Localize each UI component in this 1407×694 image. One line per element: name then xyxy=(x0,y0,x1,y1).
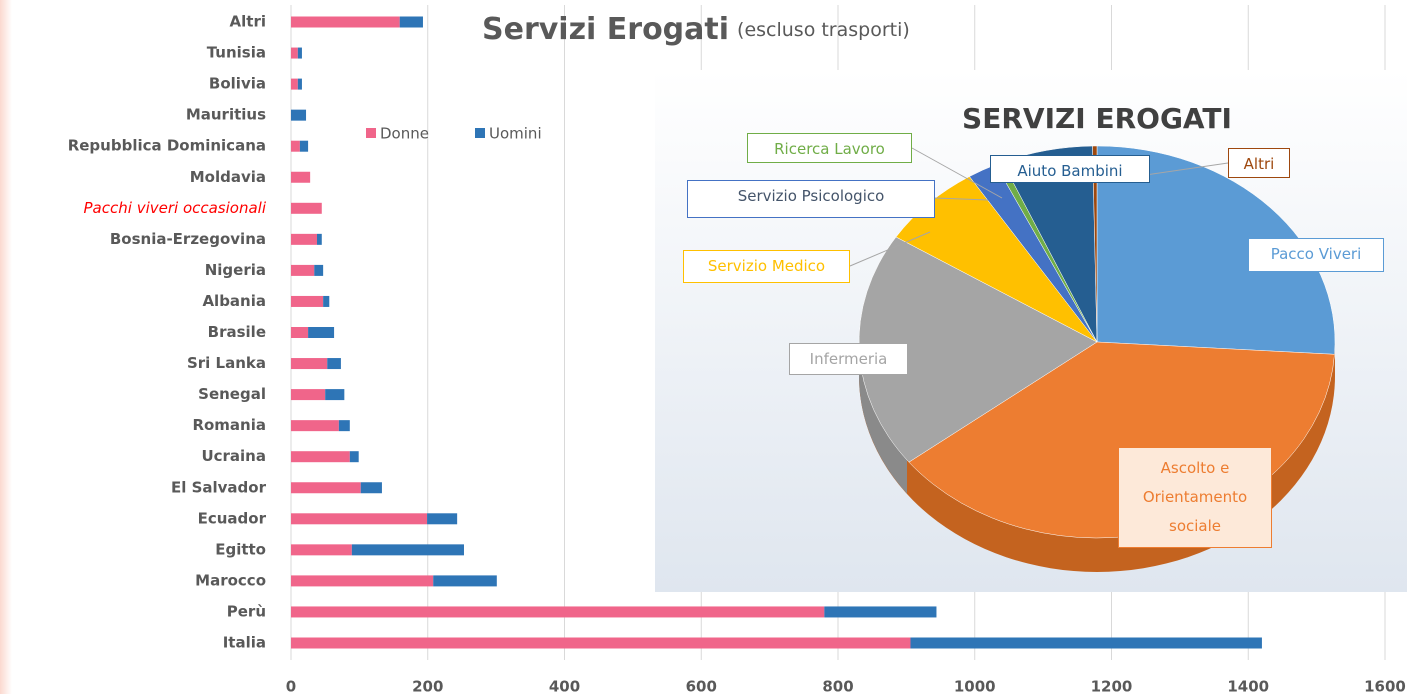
bar-segment xyxy=(291,202,322,214)
bar-segment xyxy=(291,140,300,152)
legend-label: Uomini xyxy=(489,125,542,143)
x-tick-label: 600 xyxy=(686,678,717,694)
y-tick-label: Ucraina xyxy=(201,447,266,465)
pie-label: Infermeria xyxy=(789,343,908,375)
y-tick-label: Albania xyxy=(202,292,266,310)
bar-segment xyxy=(360,482,382,494)
legend-label: Donne xyxy=(380,125,429,143)
y-tick-label: El Salvador xyxy=(171,478,267,496)
x-tick-label: 1000 xyxy=(954,678,996,694)
x-tick-label: 800 xyxy=(822,678,853,694)
y-tick-label: Ecuador xyxy=(198,509,267,527)
x-tick-label: 1400 xyxy=(1227,678,1269,694)
y-tick-label: Senegal xyxy=(198,385,266,403)
bar-segment xyxy=(427,513,458,525)
y-tick-label: Marocco xyxy=(195,571,266,589)
bar-segment xyxy=(291,327,309,338)
pie-slice xyxy=(1096,145,1336,355)
y-tick-label: Nigeria xyxy=(205,261,266,279)
y-tick-label: Sri Lanka xyxy=(187,354,266,372)
y-tick-label: Tunisia xyxy=(207,44,266,62)
bar-segment xyxy=(291,544,352,556)
bar-segment xyxy=(316,233,322,245)
bar-segment xyxy=(297,78,302,90)
y-tick-label: Repubblica Dominicana xyxy=(68,137,266,155)
title: Servizi Erogati xyxy=(482,12,729,47)
pie-title: SERVIZI EROGATI xyxy=(962,102,1232,135)
bar-segment xyxy=(323,295,330,307)
y-tick-label: Bolivia xyxy=(209,75,266,93)
x-tick-label: 200 xyxy=(412,678,443,694)
bar-segment xyxy=(291,451,350,463)
bar-segment xyxy=(291,358,328,370)
bar-segment xyxy=(351,544,464,556)
y-tick-label: Brasile xyxy=(208,323,266,341)
bar-segment xyxy=(291,420,339,432)
y-tick-label: Altri xyxy=(230,13,266,31)
pie-label: Ricerca Lavoro xyxy=(747,133,912,163)
legend-swatch xyxy=(475,128,485,138)
pie-label: Servizio Psicologico xyxy=(687,180,935,218)
bar-segment xyxy=(291,389,326,401)
chart-title: Servizi Erogati (escluso trasporti) xyxy=(482,12,910,47)
bar-segment xyxy=(291,482,361,494)
bar-segment xyxy=(291,606,825,618)
pie-slice xyxy=(1092,145,1098,343)
bar-segment xyxy=(291,575,434,587)
y-tick-label: Italia xyxy=(223,634,266,652)
leader xyxy=(849,231,931,267)
x-tick-label: 1200 xyxy=(1091,678,1133,694)
leader xyxy=(911,147,1003,199)
bar-segment xyxy=(297,47,302,59)
bar-segment xyxy=(291,637,911,649)
pie-label: Pacco Viveri xyxy=(1248,238,1384,272)
y-tick-label: Perù xyxy=(227,602,266,620)
bar-segment xyxy=(291,513,428,525)
y-tick-label: Pacchi viveri occasionali xyxy=(84,199,267,217)
x-tick-label: 400 xyxy=(549,678,580,694)
bar-segment xyxy=(291,264,315,276)
subtitle: (escluso trasporti) xyxy=(737,19,910,41)
bar-segment xyxy=(291,171,311,183)
bar-segment xyxy=(910,637,1262,649)
bar-segment xyxy=(291,295,324,307)
bar-segment xyxy=(824,606,937,618)
bar-segment xyxy=(325,389,345,401)
bar-segment xyxy=(291,16,400,28)
bar-segment xyxy=(349,451,359,463)
leader xyxy=(934,197,989,201)
pie-label: Servizio Medico xyxy=(683,250,850,283)
bar-segment xyxy=(314,264,324,276)
pie-label: Ascolto e Orientamento sociale xyxy=(1118,447,1272,548)
pie-label: Aiuto Bambini xyxy=(990,155,1150,183)
bar-segment xyxy=(291,109,307,121)
legend-swatch xyxy=(366,128,376,138)
bar-segment xyxy=(291,78,298,90)
y-tick-label: Egitto xyxy=(215,540,266,558)
bar-segment xyxy=(291,47,298,59)
y-tick-label: Romania xyxy=(192,416,266,434)
y-tick-label: Moldavia xyxy=(190,168,266,186)
bar-segment xyxy=(291,233,317,245)
bar-segment xyxy=(399,16,423,28)
y-tick-label: Bosnia-Erzegovina xyxy=(110,230,266,248)
bar-segment xyxy=(308,327,335,338)
x-tick-label: 1600 xyxy=(1364,678,1406,694)
pie-label: Altri xyxy=(1228,148,1290,178)
bar-segment xyxy=(299,140,309,152)
bar-segment xyxy=(327,358,341,370)
bar-segment xyxy=(433,575,497,587)
y-tick-label: Mauritius xyxy=(186,106,266,124)
x-tick-label: 0 xyxy=(286,678,296,694)
bar-segment xyxy=(338,420,350,432)
